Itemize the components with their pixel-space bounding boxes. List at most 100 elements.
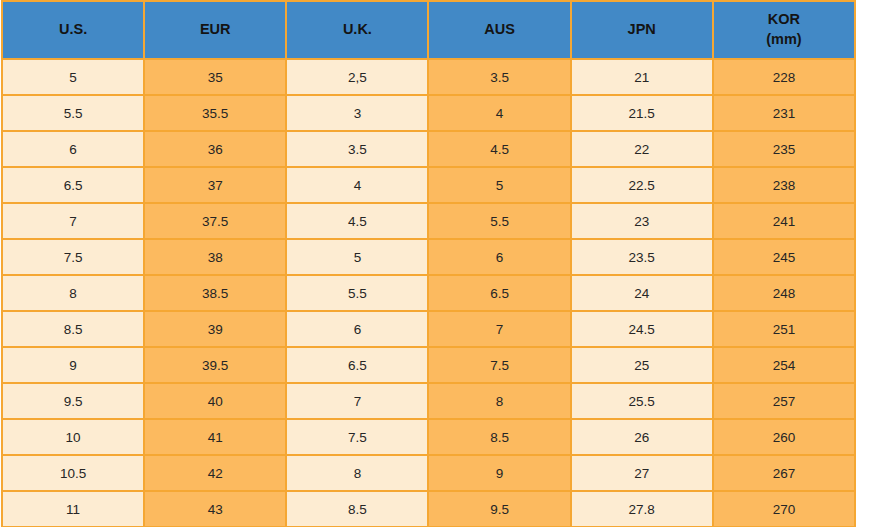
cell-jpn: 21 [571,59,713,95]
table-row: 5352,53.521228 [2,59,855,95]
column-header-us: U.S. [2,1,144,59]
cell-kor: 231 [713,95,855,131]
cell-us: 7.5 [2,239,144,275]
cell-uk: 4.5 [286,203,428,239]
column-header-label: U.K. [287,20,427,40]
cell-kor: 238 [713,167,855,203]
cell-eur: 37 [144,167,286,203]
cell-aus: 6.5 [428,275,570,311]
cell-uk: 2,5 [286,59,428,95]
cell-jpn: 27.8 [571,491,713,527]
cell-aus: 8 [428,383,570,419]
column-header-aus: AUS [428,1,570,59]
cell-uk: 7 [286,383,428,419]
cell-eur: 39.5 [144,347,286,383]
cell-eur: 37.5 [144,203,286,239]
cell-us: 10.5 [2,455,144,491]
cell-kor: 241 [713,203,855,239]
cell-eur: 36 [144,131,286,167]
cell-eur: 39 [144,311,286,347]
cell-us: 7 [2,203,144,239]
cell-uk: 4 [286,167,428,203]
cell-kor: 248 [713,275,855,311]
column-header-kor: KOR (mm) [713,1,855,59]
cell-jpn: 24 [571,275,713,311]
cell-aus: 3.5 [428,59,570,95]
table-row: 939.56.57.525254 [2,347,855,383]
table-row: 5.535.53421.5231 [2,95,855,131]
cell-kor: 251 [713,311,855,347]
cell-jpn: 27 [571,455,713,491]
cell-aus: 5 [428,167,570,203]
cell-kor: 257 [713,383,855,419]
cell-aus: 7 [428,311,570,347]
cell-us: 8 [2,275,144,311]
column-header-label: U.S. [3,20,143,40]
column-header-jpn: JPN [571,1,713,59]
cell-jpn: 23.5 [571,239,713,275]
table-row: 9.5407825.5257 [2,383,855,419]
cell-uk: 5 [286,239,428,275]
cell-us: 9.5 [2,383,144,419]
column-header-label: KOR [714,10,854,30]
cell-eur: 38 [144,239,286,275]
table-row: 6363.54.522235 [2,131,855,167]
cell-aus: 5.5 [428,203,570,239]
column-header-label: JPN [572,20,712,40]
shoe-size-conversion-table: U.S. EUR U.K. AUS JPN KOR (mm) 5352,53.5… [1,0,856,527]
cell-kor: 235 [713,131,855,167]
cell-uk: 5.5 [286,275,428,311]
cell-us: 5 [2,59,144,95]
cell-jpn: 25.5 [571,383,713,419]
table-row: 737.54.55.523241 [2,203,855,239]
cell-jpn: 25 [571,347,713,383]
cell-aus: 7.5 [428,347,570,383]
cell-aus: 9 [428,455,570,491]
cell-eur: 41 [144,419,286,455]
cell-us: 8.5 [2,311,144,347]
cell-kor: 228 [713,59,855,95]
cell-us: 9 [2,347,144,383]
cell-jpn: 22.5 [571,167,713,203]
cell-uk: 8 [286,455,428,491]
cell-uk: 3.5 [286,131,428,167]
table-row: 10417.58.526260 [2,419,855,455]
cell-eur: 40 [144,383,286,419]
cell-eur: 42 [144,455,286,491]
column-header-eur: EUR [144,1,286,59]
cell-us: 11 [2,491,144,527]
cell-eur: 35 [144,59,286,95]
cell-aus: 9.5 [428,491,570,527]
column-header-label: AUS [429,20,569,40]
cell-us: 5.5 [2,95,144,131]
cell-kor: 267 [713,455,855,491]
cell-kor: 270 [713,491,855,527]
cell-uk: 6.5 [286,347,428,383]
cell-eur: 43 [144,491,286,527]
cell-jpn: 22 [571,131,713,167]
cell-jpn: 21.5 [571,95,713,131]
table-row: 8.5396724.5251 [2,311,855,347]
cell-kor: 260 [713,419,855,455]
cell-aus: 4.5 [428,131,570,167]
cell-aus: 4 [428,95,570,131]
table-row: 11438.59.527.8270 [2,491,855,527]
cell-us: 6 [2,131,144,167]
cell-eur: 35.5 [144,95,286,131]
column-header-uk: U.K. [286,1,428,59]
column-header-label: EUR [145,20,285,40]
cell-jpn: 24.5 [571,311,713,347]
cell-aus: 8.5 [428,419,570,455]
header-row: U.S. EUR U.K. AUS JPN KOR (mm) [2,1,855,59]
cell-jpn: 26 [571,419,713,455]
cell-us: 10 [2,419,144,455]
column-header-sublabel: (mm) [714,30,854,50]
cell-eur: 38.5 [144,275,286,311]
table-row: 7.5385623.5245 [2,239,855,275]
cell-uk: 6 [286,311,428,347]
cell-aus: 6 [428,239,570,275]
table-row: 6.5374522.5238 [2,167,855,203]
cell-us: 6.5 [2,167,144,203]
cell-uk: 3 [286,95,428,131]
cell-jpn: 23 [571,203,713,239]
